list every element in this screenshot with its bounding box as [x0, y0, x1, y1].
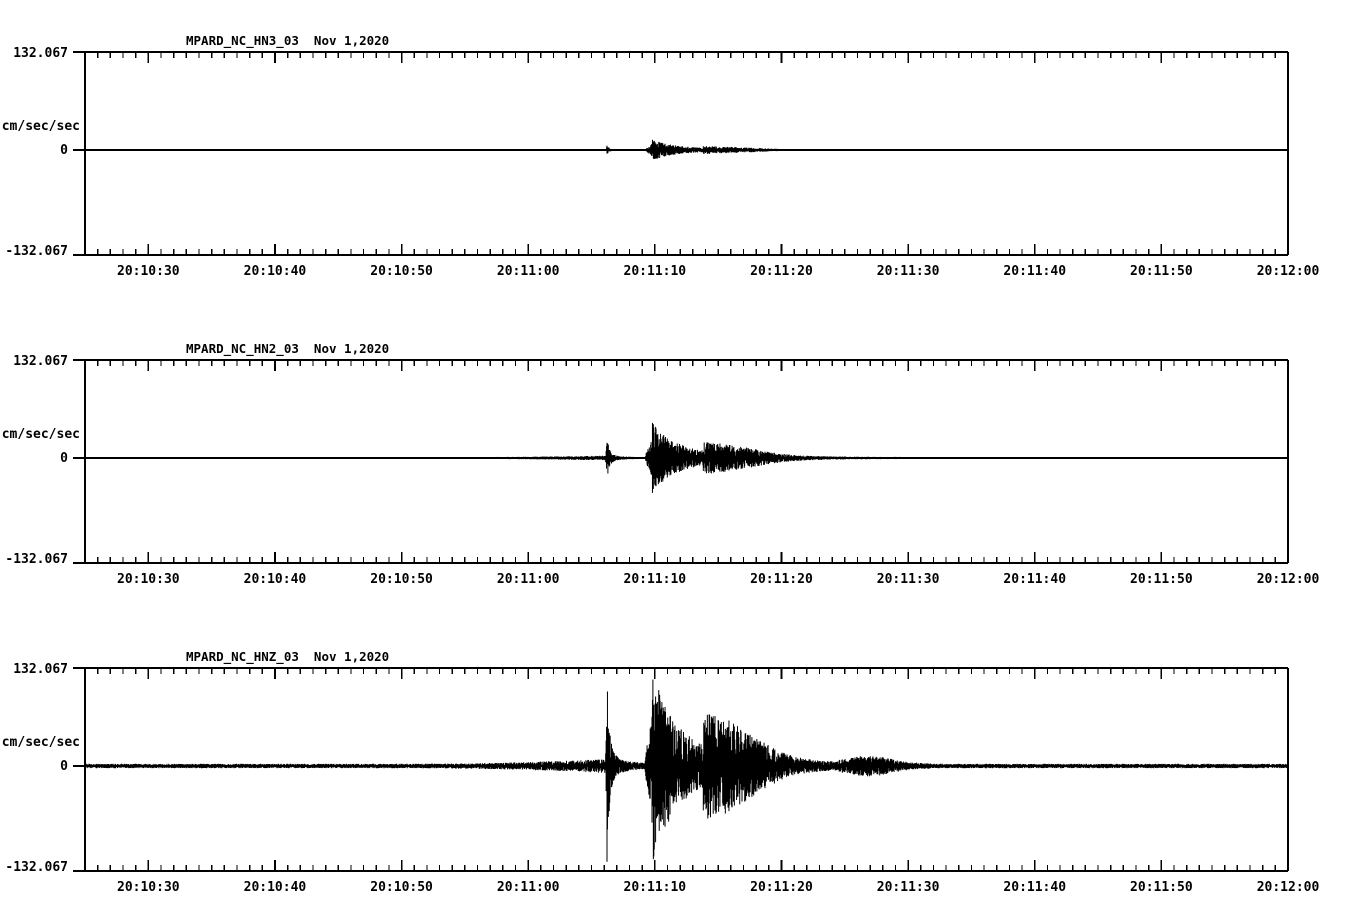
major-ticks	[147, 668, 1289, 871]
x-axis-tick-label: 20:10:50	[370, 880, 433, 895]
x-axis-tick-label: 20:11:40	[1003, 572, 1067, 587]
y-axis-units-hn3: cm/sec/sec	[1, 119, 80, 134]
axis-frame-hn3	[84, 51, 1289, 256]
y-axis-min-label-hn3: -132.067	[5, 244, 68, 259]
y-axis-min-label-hnz: -132.067	[5, 860, 68, 875]
plot-area-hnz	[73, 667, 1289, 872]
axis-ticks-hn2	[73, 359, 1289, 564]
waveform-path	[84, 422, 1289, 493]
x-axis-tick-label: 20:11:30	[876, 880, 940, 895]
x-axis-tick-label: 20:11:10	[623, 572, 687, 587]
x-axis-tick-label: 20:10:50	[370, 572, 433, 587]
x-axis-tick-label: 20:11:50	[1130, 572, 1193, 587]
y-axis-zero-label-hn3: 0	[60, 143, 68, 158]
minor-ticks	[84, 360, 1276, 563]
waveform-panel-hn2: MPARD_NC_HN2_03 Nov 1,2020 132.067 cm/se…	[0, 308, 1358, 608]
x-axis-tick-label: 20:11:30	[876, 264, 940, 279]
axis-frame-hnz	[84, 667, 1289, 872]
plot-area-hn3	[73, 51, 1289, 256]
x-axis-tick-label: 20:10:30	[117, 880, 180, 895]
x-axis-tick-label: 20:11:50	[1130, 264, 1193, 279]
major-ticks	[147, 52, 1289, 255]
axis-ticks-hn3	[73, 51, 1289, 256]
seismic-trace-hn2	[84, 422, 1289, 493]
x-axis-tick-label: 20:11:20	[750, 264, 813, 279]
waveform-panel-hn3: MPARD_NC_HN3_03 Nov 1,2020 132.067 cm/se…	[0, 0, 1358, 300]
plot-area-hn2	[73, 359, 1289, 564]
panel-title-hnz: MPARD_NC_HNZ_03 Nov 1,2020	[186, 649, 390, 664]
x-axis-tick-label: 20:12:00	[1256, 572, 1320, 587]
waveform-panel-hnz: MPARD_NC_HNZ_03 Nov 1,2020 132.067 cm/se…	[0, 616, 1358, 924]
y-axis-units-hn2: cm/sec/sec	[1, 427, 80, 442]
x-axis-tick-label: 20:11:40	[1003, 880, 1067, 895]
axis-ticks-hnz	[73, 667, 1289, 872]
x-axis-tick-label: 20:10:40	[243, 572, 307, 587]
x-axis-tick-label: 20:11:40	[1003, 264, 1067, 279]
x-axis-tick-label: 20:10:50	[370, 264, 433, 279]
waveform-path	[84, 679, 1289, 862]
y-axis-zero-label-hn2: 0	[60, 451, 68, 466]
x-axis-tick-label: 20:11:10	[623, 264, 687, 279]
y-axis-max-label-hnz: 132.067	[13, 662, 68, 677]
x-axis-tick-label: 20:10:30	[117, 572, 180, 587]
x-axis-tick-label: 20:10:30	[117, 264, 180, 279]
x-axis-tick-label: 20:11:00	[496, 264, 560, 279]
y-axis-max-label-hn3: 132.067	[13, 46, 68, 61]
minor-ticks	[84, 668, 1276, 871]
x-axis-tick-label: 20:11:10	[623, 880, 687, 895]
x-axis-tick-label: 20:11:00	[496, 880, 560, 895]
x-axis-tick-label: 20:11:00	[496, 572, 560, 587]
x-axis-tick-label: 20:12:00	[1256, 264, 1320, 279]
y-axis-ticks	[73, 51, 85, 256]
x-axis-tick-label: 20:11:20	[750, 880, 813, 895]
y-axis-units-hnz: cm/sec/sec	[1, 735, 80, 750]
y-axis-min-label-hn2: -132.067	[5, 552, 68, 567]
x-axis-tick-label: 20:12:00	[1256, 880, 1320, 895]
seismic-trace-hnz	[84, 679, 1289, 862]
major-ticks	[147, 360, 1289, 563]
x-axis-tick-label: 20:11:50	[1130, 880, 1193, 895]
x-axis-tick-label: 20:10:40	[243, 264, 307, 279]
seismic-trace-hn3	[84, 139, 1289, 160]
y-axis-ticks	[73, 667, 85, 872]
y-axis-max-label-hn2: 132.067	[13, 354, 68, 369]
y-axis-zero-label-hnz: 0	[60, 759, 68, 774]
x-axis-tick-label: 20:11:20	[750, 572, 813, 587]
y-axis-ticks	[73, 359, 85, 564]
axis-frame-hn2	[84, 359, 1289, 564]
minor-ticks	[84, 52, 1276, 255]
waveform-path	[84, 139, 1289, 160]
panel-title-hn2: MPARD_NC_HN2_03 Nov 1,2020	[186, 341, 390, 356]
panel-title-hn3: MPARD_NC_HN3_03 Nov 1,2020	[186, 33, 390, 48]
x-axis-tick-label: 20:10:40	[243, 880, 307, 895]
x-axis-tick-label: 20:11:30	[876, 572, 940, 587]
